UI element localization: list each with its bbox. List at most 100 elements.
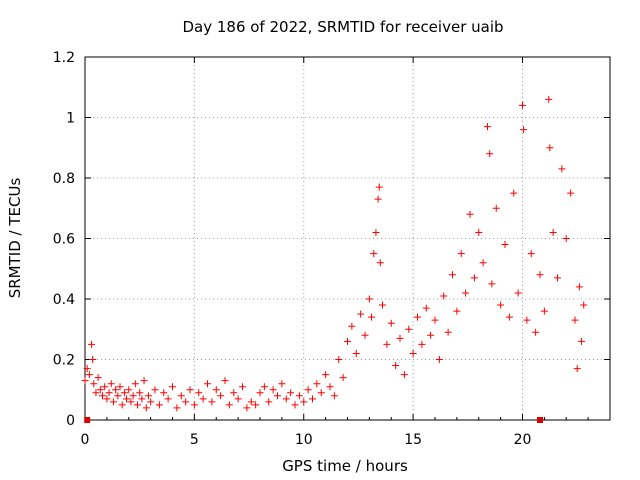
- y-axis-label: SRMTID / TECUs: [6, 178, 24, 299]
- data-point: [567, 189, 575, 197]
- data-point: [488, 280, 496, 288]
- gridlines: [85, 57, 610, 420]
- data-point: [112, 386, 120, 394]
- data-point: [475, 228, 483, 236]
- data-point: [101, 383, 109, 391]
- data-point: [243, 404, 251, 412]
- data-point: [269, 386, 277, 394]
- data-point: [274, 392, 281, 400]
- y-tick-label: 0: [66, 413, 75, 429]
- data-point: [510, 189, 518, 197]
- data-point: [109, 398, 117, 406]
- data-point: [120, 389, 128, 397]
- data-point: [230, 389, 238, 397]
- data-point: [326, 383, 334, 391]
- data-point: [435, 356, 443, 363]
- y-tick-label: 1.2: [53, 50, 75, 66]
- data-point: [486, 150, 494, 158]
- data-point: [129, 392, 137, 400]
- data-point: [287, 389, 295, 397]
- data-point: [247, 398, 255, 406]
- data-point: [470, 274, 478, 282]
- x-tick-label: 0: [81, 432, 90, 448]
- x-tick-label: 10: [295, 432, 313, 448]
- data-point: [96, 386, 104, 394]
- data-point: [265, 398, 273, 406]
- data-points: [81, 95, 588, 423]
- x-tick-label: 15: [404, 432, 422, 448]
- chart-title: Day 186 of 2022, SRMTID for receiver uai…: [182, 18, 503, 36]
- data-point: [532, 328, 540, 336]
- data-point: [396, 334, 404, 342]
- data-point: [221, 377, 229, 385]
- data-point: [387, 319, 395, 327]
- data-point: [85, 371, 93, 379]
- y-tick-label: 0.4: [53, 292, 75, 308]
- data-point: [372, 228, 380, 236]
- data-point: [89, 356, 97, 363]
- data-point: [173, 404, 181, 412]
- data-point: [514, 289, 522, 297]
- data-point: [90, 380, 98, 388]
- data-point: [125, 386, 133, 394]
- data-point: [256, 389, 264, 397]
- data-point: [142, 404, 150, 412]
- data-point: [352, 349, 360, 357]
- data-point: [190, 401, 198, 409]
- data-point: [422, 304, 430, 312]
- data-point: [313, 380, 321, 388]
- data-point: [357, 310, 365, 318]
- data-point: [427, 331, 435, 339]
- data-point: [282, 395, 290, 403]
- data-point: [304, 386, 312, 394]
- data-point: [375, 183, 383, 191]
- data-point: [330, 392, 338, 400]
- data-point: [497, 301, 505, 309]
- data-point: [505, 313, 513, 321]
- data-point: [83, 365, 91, 373]
- data-point: [545, 95, 553, 103]
- data-point: [444, 328, 452, 336]
- data-point: [374, 195, 382, 203]
- data-point: [105, 389, 113, 397]
- data-point: [440, 292, 448, 300]
- data-point: [546, 144, 554, 152]
- data-point: [208, 398, 216, 406]
- data-point: [155, 401, 163, 409]
- data-point: [575, 283, 583, 291]
- data-point: [409, 349, 417, 357]
- data-point: [549, 228, 557, 236]
- data-point: [361, 331, 369, 339]
- data-point: [519, 101, 526, 109]
- data-point: [479, 259, 487, 267]
- data-point: [368, 313, 376, 321]
- data-point: [580, 301, 588, 309]
- data-point: [540, 307, 548, 315]
- data-point: [523, 316, 531, 324]
- data-point: [182, 398, 190, 406]
- data-point: [204, 380, 211, 388]
- data-point: [457, 250, 465, 258]
- data-point: [199, 395, 207, 403]
- data-point: [94, 374, 102, 382]
- data-point: [217, 392, 225, 400]
- plot-frame: [84, 56, 611, 421]
- data-point: [578, 337, 586, 345]
- data-point: [466, 210, 474, 218]
- baseline-marker: [84, 417, 91, 423]
- data-point: [234, 395, 242, 403]
- data-point: [160, 389, 168, 397]
- data-point: [484, 123, 491, 131]
- data-point: [88, 340, 96, 348]
- data-point: [431, 316, 439, 324]
- data-point: [322, 371, 330, 379]
- x-tick-label: 20: [514, 432, 532, 448]
- x-tick-label: 5: [190, 432, 199, 448]
- data-point: [147, 398, 155, 406]
- data-point: [138, 395, 146, 403]
- data-point: [462, 289, 470, 297]
- axes: 0 0.2 0.4 0.6 0.8 1 1.2 0 5 10 15 20: [53, 50, 611, 448]
- data-point: [177, 392, 185, 400]
- data-point: [107, 380, 115, 388]
- data-point: [558, 165, 566, 173]
